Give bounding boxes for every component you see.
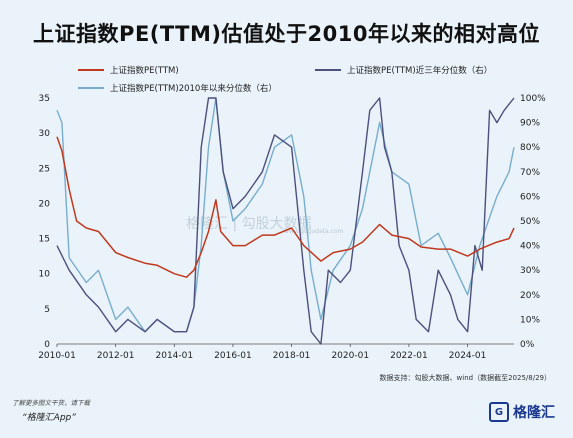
y-right-tick-label: 20% <box>520 291 540 301</box>
y-left-tick-label: 0 <box>44 340 50 350</box>
y-left-tick-label: 25 <box>39 164 50 174</box>
y-left-tick-label: 15 <box>39 235 50 245</box>
x-tick-label: 2020-01 <box>331 351 369 361</box>
brand-name: 格隆汇 <box>513 405 555 421</box>
brand-logo: G 格隆汇 <box>489 402 555 422</box>
legend-label-pe: 上证指数PE(TTM) <box>110 66 179 76</box>
y-right-tick-label: 80% <box>520 143 540 153</box>
y-right-tick-label: 40% <box>520 242 540 252</box>
y-right-tick-label: 50% <box>520 217 540 227</box>
series-pe-2010-line <box>56 97 515 333</box>
y-left-tick-label: 30 <box>39 129 51 139</box>
chart-canvas: 0 5 10 15 20 25 30 35 0% 10% 20% 30% 40% 50% 60% 70% 80%… <box>38 94 546 361</box>
x-tick-label: 2024-01 <box>449 351 487 361</box>
y-left-tick-label: 35 <box>39 94 50 104</box>
footer <box>0 390 573 438</box>
y-right-tick-label: 10% <box>520 315 540 325</box>
x-tick-label: 2010-01 <box>38 351 76 361</box>
x-tick-label: 2014-01 <box>156 351 194 361</box>
series-pe-line <box>56 136 515 278</box>
y-right-tick-label: 70% <box>520 168 540 178</box>
y-left-tick-label: 10 <box>39 270 51 280</box>
x-tick-label: 2018-01 <box>273 351 311 361</box>
brand-mark-icon: G <box>489 402 509 422</box>
y-right-tick-label: 60% <box>520 192 540 202</box>
y-left-tick-label: 5 <box>44 305 50 315</box>
chart-title: 上证指数PE(TTM)估值处于2010年以来的相对高位 <box>33 22 540 46</box>
y-right-tick-label: 90% <box>520 119 540 129</box>
legend-pe: 上证指数PE(TTM) <box>78 64 179 76</box>
watermark-sub: www.gogudata.com <box>284 228 344 235</box>
legend-swatch-pe-2010 <box>78 87 104 89</box>
footer-app-link[interactable]: “格隆汇App” <box>22 413 76 423</box>
legend-pe-3y: 上证指数PE(TTM)近三年分位数（右） <box>315 64 492 76</box>
x-tick-label: 2016-01 <box>214 351 252 361</box>
x-tick-label: 2012-01 <box>97 351 135 361</box>
x-tick-label: 2022-01 <box>390 351 428 361</box>
legend-label-pe-2010: 上证指数PE(TTM)2010年以来分位数（右） <box>110 84 277 94</box>
y-right-tick-label: 0% <box>520 340 535 350</box>
legend-pe-2010: 上证指数PE(TTM)2010年以来分位数（右） <box>78 82 277 94</box>
legend-swatch-pe-3y <box>315 69 341 71</box>
y-right-tick-label: 100% <box>520 94 546 104</box>
y-right-tick-label: 30% <box>520 266 540 276</box>
watermark: 格隆汇 | 勾股大数据 <box>186 216 312 232</box>
series-pe-3y-line <box>56 97 515 345</box>
data-source: 数据支持：勾股大数据、wind（数据截至2025/8/29） <box>379 374 551 382</box>
legend-label-pe-3y: 上证指数PE(TTM)近三年分位数（右） <box>347 66 493 76</box>
footer-note: 了解更多图文干货，请下载 <box>12 399 90 407</box>
legend-swatch-pe <box>78 69 104 71</box>
y-left-tick-label: 20 <box>39 199 51 209</box>
